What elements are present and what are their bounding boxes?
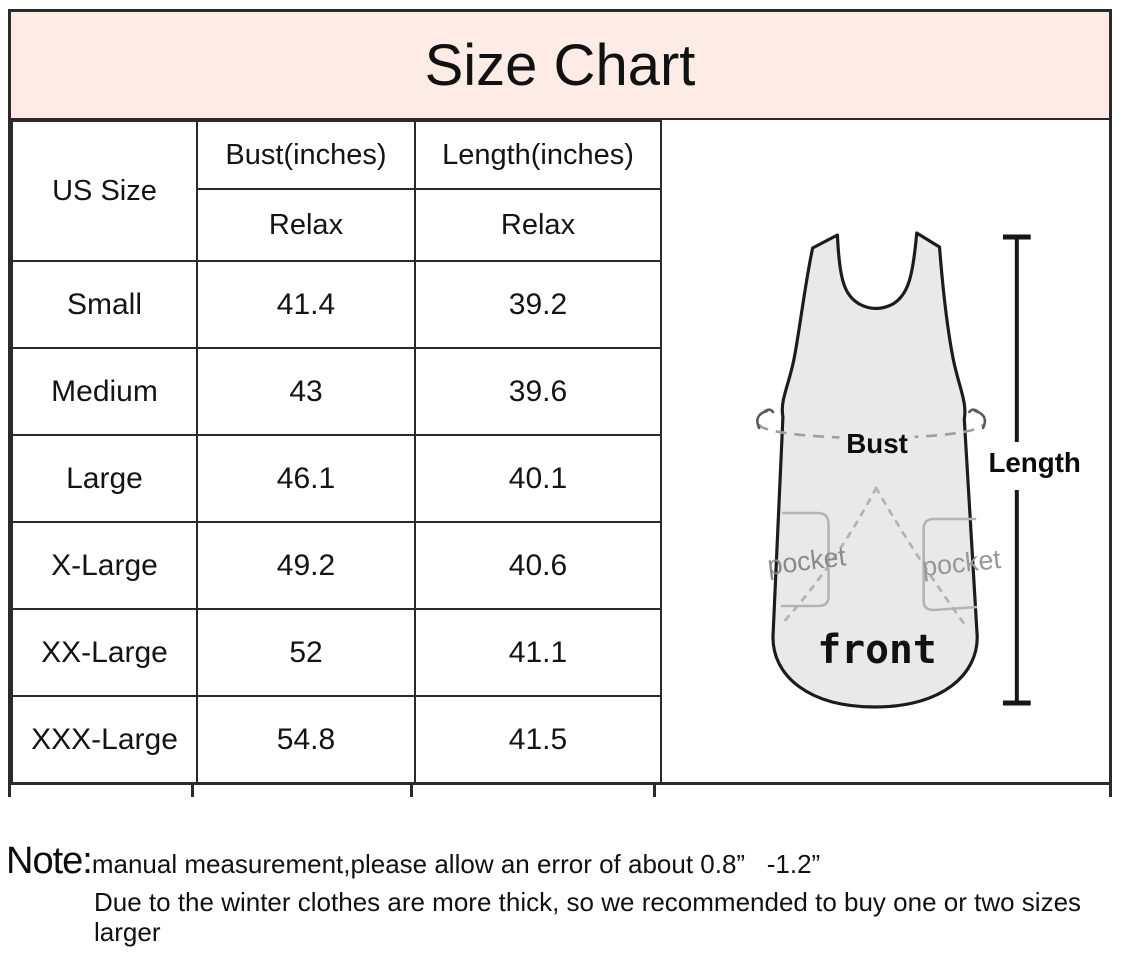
subheader-relax-length: Relax [414, 188, 662, 262]
size-cell: Medium [11, 347, 198, 436]
table-border-stub [653, 785, 656, 797]
table-row: Large 46.1 40.1 [11, 434, 662, 523]
table-border-stub [410, 785, 413, 797]
size-cell: Small [11, 260, 198, 349]
note-line-2: Due to the winter clothes are more thick… [94, 886, 1082, 947]
table-row: XX-Large 52 41.1 [11, 608, 662, 697]
length-cell: 40.6 [414, 521, 662, 610]
bust-cell: 52 [196, 608, 416, 697]
length-cell: 41.1 [414, 608, 662, 697]
header-length: Length(inches) [414, 120, 662, 190]
bust-arc-curl-left [756, 408, 775, 430]
length-measure-caps [1002, 234, 1031, 706]
pocket-left-outline [780, 511, 830, 608]
bust-cell: 54.8 [196, 695, 416, 784]
note-line-1: Note:manual measurement,please allow an … [6, 840, 1122, 884]
header-us-size: US Size [11, 120, 198, 262]
bust-label: Bust [846, 428, 908, 459]
size-table: US Size Bust(inches) Length(inches) Rela… [11, 120, 662, 784]
bust-cell: 43 [196, 347, 416, 436]
note-prefix: Note: [6, 840, 93, 882]
length-cell: 39.2 [414, 260, 662, 349]
garment-outline [771, 231, 979, 709]
table-row: X-Large 49.2 40.6 [11, 521, 662, 610]
page-title: Size Chart [424, 32, 696, 98]
bust-label-bg [839, 431, 915, 458]
bust-cell: 46.1 [196, 434, 416, 523]
size-cell: X-Large [11, 521, 198, 610]
front-label-bg [820, 623, 934, 668]
table-border-stub [8, 785, 11, 797]
title-band: Size Chart [11, 12, 1109, 120]
subheader-relax-bust: Relax [196, 188, 416, 262]
table-header-row-2: Relax Relax [12, 188, 662, 262]
table-header-row-1: US Size Bust(inches) Length(inches) [11, 120, 662, 262]
garment-sketch-svg: Bust pocket pocket front Length [756, 231, 1081, 709]
note-section: Note:manual measurement,please allow an … [6, 840, 1122, 947]
table-border-stub [1109, 785, 1112, 797]
table-row: XXX-Large 54.8 41.5 [11, 695, 662, 784]
bust-arc-curl-right [967, 408, 987, 430]
front-label: front [817, 627, 936, 673]
length-label: Length [988, 447, 1080, 478]
length-cell: 40.1 [414, 434, 662, 523]
seam-dash-right [874, 486, 969, 630]
size-cell: Large [11, 434, 198, 523]
note-text-1: manual measurement,please allow an error… [91, 849, 821, 879]
header-bust: Bust(inches) [196, 120, 416, 190]
table-border-stub [191, 785, 194, 797]
size-cell: XX-Large [11, 608, 198, 697]
chart-content: US Size Bust(inches) Length(inches) Rela… [11, 120, 1109, 784]
bust-cell: 41.4 [196, 260, 416, 349]
size-chart-panel: Size Chart US Size Bust(inches) Length(i… [8, 9, 1112, 785]
size-cell: XXX-Large [11, 695, 198, 784]
seam-dash-left [779, 486, 878, 627]
table-row: Small 41.4 39.2 [11, 260, 662, 349]
table-row: Medium 43 39.6 [11, 347, 662, 436]
garment-diagram: Bust pocket pocket front Length [662, 120, 1109, 780]
length-cell: 41.5 [414, 695, 662, 784]
length-cell: 39.6 [414, 347, 662, 436]
bust-cell: 49.2 [196, 521, 416, 610]
